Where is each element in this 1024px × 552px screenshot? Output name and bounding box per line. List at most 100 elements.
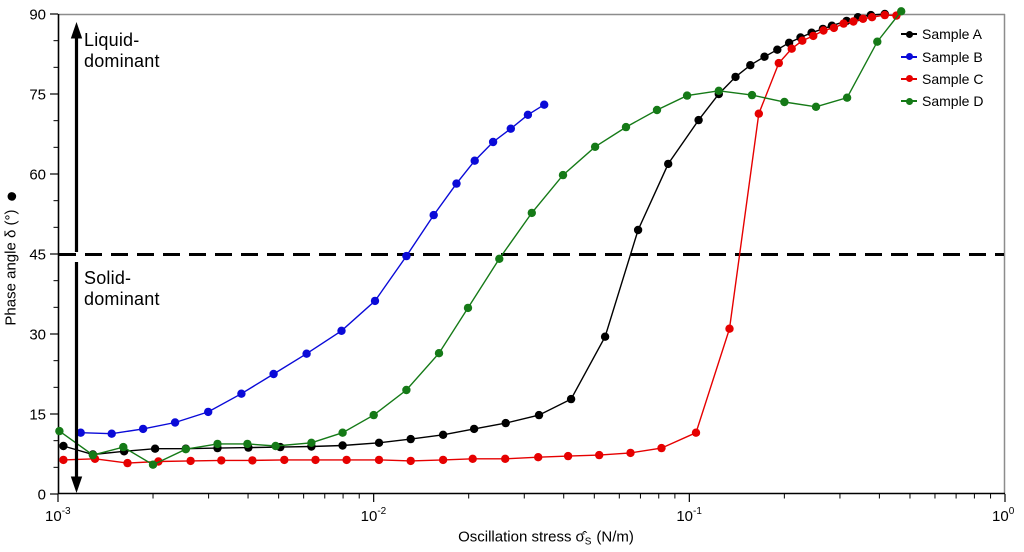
data-point-sample-d	[271, 441, 280, 451]
data-point-sample-d	[119, 442, 128, 452]
legend-row: Sample D	[901, 90, 983, 112]
data-point-sample-d	[558, 170, 568, 180]
data-point-sample-a	[773, 45, 782, 54]
data-point-sample-a	[731, 72, 740, 82]
legend: Sample A Sample B Sample C Sample D	[901, 23, 983, 113]
data-point-sample-c	[657, 443, 666, 453]
data-point-sample-d	[307, 438, 316, 447]
data-point-sample-b	[370, 296, 380, 306]
data-point-sample-b	[523, 110, 533, 120]
data-point-sample-d	[621, 122, 631, 132]
x-axis-units: (N/m)	[596, 528, 634, 546]
data-point-sample-d	[652, 105, 662, 115]
data-point-sample-d	[463, 303, 473, 313]
legend-label: Sample D	[922, 93, 984, 110]
x-tick-label: 10-3	[45, 506, 71, 525]
data-point-sample-d	[714, 86, 723, 96]
data-point-sample-d	[873, 37, 882, 46]
y-axis-title-text: Phase angle δ (°)	[2, 209, 20, 326]
data-point-sample-c	[248, 456, 257, 465]
data-point-sample-c	[563, 451, 573, 461]
legend-marker-dot	[905, 75, 913, 83]
legend-marker-dot	[905, 53, 913, 61]
data-point-sample-b	[402, 251, 411, 261]
solid-dominant-arrow	[70, 262, 83, 493]
legend-marker	[901, 74, 917, 84]
data-point-sample-a	[600, 332, 610, 341]
data-point-sample-c	[691, 428, 701, 437]
data-point-sample-c	[311, 455, 320, 465]
data-point-sample-d	[897, 7, 906, 16]
y-tick-label: 0	[38, 487, 46, 504]
data-point-sample-a	[374, 438, 384, 447]
data-point-sample-a	[438, 430, 448, 439]
data-point-sample-d	[369, 410, 378, 420]
liquid-dominant-label: Liquid-dominant	[84, 30, 160, 71]
sigma-hat-symbol: σ̂	[575, 528, 585, 546]
data-point-sample-c	[754, 109, 763, 118]
data-point-sample-c	[829, 23, 839, 33]
data-point-sample-b	[488, 137, 498, 147]
data-point-sample-b	[302, 349, 311, 358]
data-point-sample-c	[406, 456, 415, 466]
data-point-sample-c	[501, 454, 510, 463]
liquid-dominant-arrow	[70, 22, 83, 252]
data-point-sample-c	[374, 455, 384, 465]
series-line-sample-c	[63, 14, 897, 464]
data-point-sample-d	[682, 91, 692, 100]
legend-row: Sample A	[901, 23, 983, 45]
data-point-sample-c	[59, 455, 68, 465]
data-point-sample-d	[402, 385, 411, 395]
data-point-sample-c	[725, 324, 734, 333]
data-point-sample-b	[452, 179, 461, 188]
data-point-sample-b	[204, 407, 213, 417]
data-point-sample-a	[150, 444, 160, 453]
solid-dominant-label: Solid-dominant	[84, 268, 160, 309]
data-point-sample-d	[148, 460, 158, 469]
data-point-sample-d	[811, 102, 821, 112]
data-point-sample-d	[590, 142, 600, 151]
data-point-sample-d	[243, 439, 252, 449]
data-point-sample-d	[495, 254, 504, 263]
legend-row: Sample C	[901, 68, 983, 90]
data-point-sample-b	[470, 156, 479, 165]
data-point-sample-d	[434, 349, 444, 358]
data-point-sample-c	[186, 456, 195, 466]
data-point-sample-c	[858, 14, 868, 23]
x-tick-label: 10-1	[676, 506, 702, 525]
data-point-sample-d	[88, 450, 98, 460]
data-point-sample-a	[633, 225, 643, 235]
data-point-sample-c	[798, 36, 807, 45]
data-point-sample-c	[468, 454, 477, 463]
y-tick-label: 45	[29, 247, 46, 264]
data-point-sample-c	[849, 17, 858, 26]
sigma-subscript: S	[584, 536, 592, 548]
data-point-sample-b	[138, 424, 148, 434]
data-point-sample-a	[534, 410, 544, 420]
data-point-sample-a	[469, 424, 479, 434]
data-point-sample-a	[694, 115, 703, 125]
data-point-sample-c	[774, 58, 783, 68]
data-point-sample-c	[123, 458, 132, 468]
data-point-sample-c	[819, 26, 828, 35]
data-point-sample-d	[338, 428, 347, 437]
data-point-sample-a	[59, 441, 68, 451]
data-point-sample-b	[107, 429, 116, 438]
data-point-sample-d	[780, 97, 789, 107]
x-axis-title-text: Oscillation stress	[458, 528, 572, 546]
filled-circle-marker-icon: ●	[0, 190, 22, 203]
data-point-sample-c	[342, 455, 351, 465]
x-tick-label: 10-2	[361, 506, 387, 525]
y-tick-label: 30	[29, 327, 46, 344]
data-point-sample-c	[839, 19, 848, 28]
data-point-sample-c	[534, 453, 543, 462]
data-point-sample-a	[746, 60, 755, 70]
data-point-sample-c	[438, 455, 448, 465]
data-point-sample-d	[527, 208, 536, 218]
data-point-sample-c	[867, 13, 877, 22]
data-point-sample-d	[842, 93, 852, 102]
legend-marker-dot	[905, 30, 913, 38]
data-point-sample-b	[269, 369, 278, 379]
